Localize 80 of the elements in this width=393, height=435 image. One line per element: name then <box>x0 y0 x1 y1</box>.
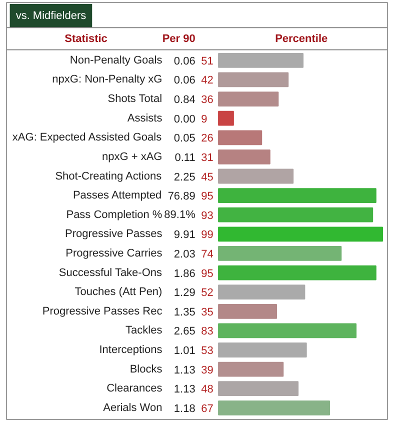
y-tick-label: Successful Take-Ons <box>58 266 163 279</box>
text: 0.00 <box>174 113 196 126</box>
text: 0.06 <box>174 74 196 87</box>
bar <box>218 284 306 300</box>
bar <box>218 188 376 204</box>
text: 76.89 <box>168 190 196 203</box>
text: 1.18 <box>174 402 196 415</box>
y-tick-label: Touches (Att Pen) <box>74 286 162 298</box>
bar <box>218 304 278 319</box>
y-tick-label: Interceptions <box>99 344 163 356</box>
data-label: 45 <box>201 171 214 184</box>
bar <box>218 207 374 222</box>
y-tick-label: npxG + xAG <box>102 150 162 163</box>
text: 1.13 <box>174 364 196 376</box>
bar <box>218 342 307 358</box>
bar <box>218 149 270 164</box>
data-label: 51 <box>201 55 214 68</box>
bar <box>218 92 279 106</box>
text: 2.25 <box>174 171 196 184</box>
data-label: 95 <box>201 190 214 203</box>
data-label: 42 <box>201 74 214 87</box>
data-label: 52 <box>201 287 214 300</box>
data-label: 9 <box>201 113 208 126</box>
text: 1.35 <box>174 306 196 318</box>
text: 0.06 <box>174 55 196 68</box>
text: 2.03 <box>174 248 196 260</box>
bar <box>218 130 262 146</box>
data-label: 35 <box>201 306 214 318</box>
data-label: 67 <box>201 402 214 415</box>
bar <box>218 52 304 68</box>
text: 0.11 <box>174 152 196 164</box>
bar <box>218 362 284 377</box>
data-label: 83 <box>201 326 214 338</box>
data-label: 74 <box>201 248 214 260</box>
data-label: 95 <box>201 268 214 280</box>
bar <box>218 400 330 416</box>
text: 1.01 <box>174 345 196 357</box>
y-tick-label: Progressive Passes <box>65 228 163 240</box>
bar <box>218 323 357 338</box>
data-label: 53 <box>201 345 214 357</box>
data-label: 31 <box>201 152 214 164</box>
text: 0.05 <box>174 132 196 145</box>
data-label: 39 <box>201 364 214 376</box>
x-axis-title: Percentile <box>275 33 328 46</box>
text: 1.13 <box>174 384 196 396</box>
text: 9.91 <box>174 229 196 242</box>
y-tick-label: Pass Completion % <box>66 208 162 221</box>
y-tick-label: Assists <box>127 112 163 124</box>
bar <box>218 72 289 88</box>
y-tick-label: xAG: Expected Assisted Goals <box>12 132 162 144</box>
bar <box>218 265 376 280</box>
data-label: 36 <box>201 94 214 106</box>
text: 1.29 <box>174 287 196 300</box>
y-axis-title: Statistic <box>64 33 108 46</box>
text: 0.84 <box>174 94 196 106</box>
data-label: 99 <box>201 229 214 242</box>
text: 89.1% <box>164 208 196 221</box>
y-tick-label: Blocks <box>130 363 163 376</box>
bar <box>218 226 384 242</box>
text: 1.86 <box>174 268 196 280</box>
y-tick-label: Shots Total <box>108 93 162 106</box>
y-tick-label: npxG: Non-Penalty xG <box>52 74 162 86</box>
bar <box>218 246 342 261</box>
y-tick-label: Progressive Passes Rec <box>42 305 163 318</box>
y-tick-label: Tackles <box>126 324 163 337</box>
bar <box>218 110 234 126</box>
text: Per 90 <box>162 33 196 46</box>
y-tick-label: Aerials Won <box>103 402 162 414</box>
data-label: 48 <box>201 384 214 396</box>
text: vs. Midfielders <box>16 10 87 22</box>
y-tick-label: Shot-Creating Actions <box>55 170 162 182</box>
data-label: 26 <box>201 132 214 145</box>
data-label: 93 <box>201 210 214 222</box>
y-tick-label: Non-Penalty Goals <box>70 54 163 66</box>
bar <box>218 168 294 184</box>
text: 2.65 <box>174 326 196 338</box>
y-tick-label: Clearances <box>106 382 163 395</box>
bar <box>218 381 299 396</box>
y-tick-label: Passes Attempted <box>72 190 162 202</box>
y-tick-label: Progressive Carries <box>66 247 163 260</box>
